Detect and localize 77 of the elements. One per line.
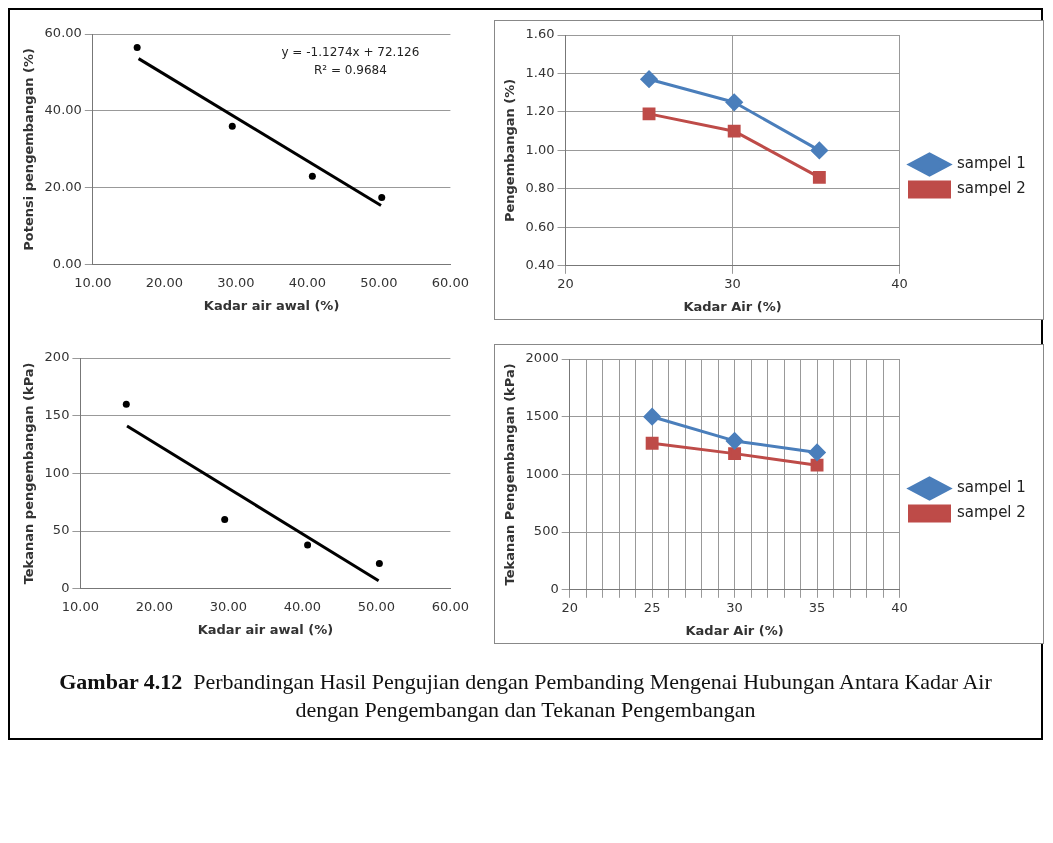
legend-label: sampel 1	[957, 478, 1026, 497]
x-tick-label: 20	[561, 599, 578, 615]
y-tick-label: 1000	[525, 465, 559, 481]
y-tick-label: 1.20	[525, 103, 555, 119]
x-tick-label: 20.00	[135, 598, 174, 614]
x-tick-label: 10.00	[74, 274, 112, 290]
y-tick-label: 2000	[525, 350, 559, 366]
point	[728, 447, 742, 461]
y-axis-title: Pengembangan (%)	[502, 78, 518, 223]
legend-label: sampel 2	[957, 179, 1026, 198]
x-tick-label: 50.00	[360, 274, 398, 290]
y-tick-label: 0	[550, 581, 559, 597]
point	[221, 516, 229, 524]
point	[812, 170, 826, 184]
x-axis-title: Kadar Air (%)	[685, 622, 784, 638]
annotation: R² = 0.9684	[313, 63, 387, 77]
point	[122, 400, 130, 408]
y-tick-label: 0.40	[525, 257, 555, 273]
x-tick-label: 40.00	[288, 274, 326, 290]
point	[808, 443, 826, 461]
point	[643, 408, 661, 426]
y-tick-label: 50	[52, 522, 70, 538]
x-tick-label: 40.00	[283, 598, 322, 614]
annotation: y = -1.1274x + 72.126	[281, 45, 420, 59]
point	[304, 541, 312, 549]
y-tick-label: 1.60	[525, 26, 555, 42]
x-tick-label: 20.00	[145, 274, 183, 290]
x-axis-title: Kadar air awal (%)	[197, 621, 334, 637]
point	[810, 458, 824, 472]
x-tick-label: 10.00	[61, 598, 100, 614]
text: Perbandingan Hasil Pengujian dengan Pembanding Mengenai Hubungan Antara Kadar Air dengan Pengembangan dan Tekanan Pengembangan	[193, 669, 992, 722]
x-tick-label: 30	[724, 275, 741, 291]
y-tick-label: 20.00	[44, 179, 82, 195]
x-tick-label: 40	[891, 599, 908, 615]
x-tick-label: 30	[726, 599, 743, 615]
y-tick-label: 0.00	[52, 256, 82, 272]
point	[725, 93, 743, 111]
legend-label: sampel 1	[957, 154, 1026, 173]
x-tick-label: 30.00	[209, 598, 248, 614]
y-axis-title: Tekanan pengembangan (kPa)	[21, 362, 37, 585]
y-axis-title: Tekanan Pengembangan (kPa)	[502, 363, 518, 586]
x-axis-title: Kadar Air (%)	[683, 298, 782, 314]
y-tick-label: 0.80	[525, 180, 555, 196]
point	[228, 122, 236, 130]
x-axis-title: Kadar air awal (%)	[203, 297, 340, 313]
text: Gambar 4.12	[59, 669, 184, 694]
x-tick-label: 30.00	[217, 274, 255, 290]
point	[726, 432, 744, 450]
y-tick-label: 60.00	[44, 25, 82, 41]
point	[378, 193, 386, 201]
x-tick-label: 50.00	[357, 598, 396, 614]
y-tick-label: 1.00	[525, 141, 555, 157]
x-tick-label: 25	[643, 599, 661, 615]
y-tick-label: 0.60	[525, 218, 555, 234]
y-tick-label: 200	[44, 349, 70, 365]
x-tick-label: 20	[557, 275, 574, 291]
point	[640, 70, 658, 88]
point	[308, 172, 316, 180]
point	[810, 141, 828, 159]
point	[645, 436, 659, 450]
y-tick-label: 100	[44, 464, 70, 480]
x-tick-label: 40	[891, 275, 908, 291]
x-tick-label: 60.00	[431, 274, 469, 290]
point	[133, 43, 141, 51]
point	[727, 124, 741, 138]
point	[375, 559, 383, 567]
y-tick-label: 0	[61, 580, 70, 596]
y-tick-label: 40.00	[44, 102, 82, 118]
point	[642, 107, 656, 121]
legend-label: sampel 2	[957, 503, 1026, 522]
y-tick-label: 1500	[525, 408, 559, 424]
y-tick-label: 1.40	[525, 64, 555, 80]
y-tick-label: 150	[44, 407, 70, 423]
y-axis-title: Potensi pengembangan (%)	[21, 48, 37, 251]
y-tick-label: 500	[533, 523, 559, 539]
x-tick-label: 60.00	[431, 598, 469, 614]
x-tick-label: 35	[808, 599, 826, 615]
